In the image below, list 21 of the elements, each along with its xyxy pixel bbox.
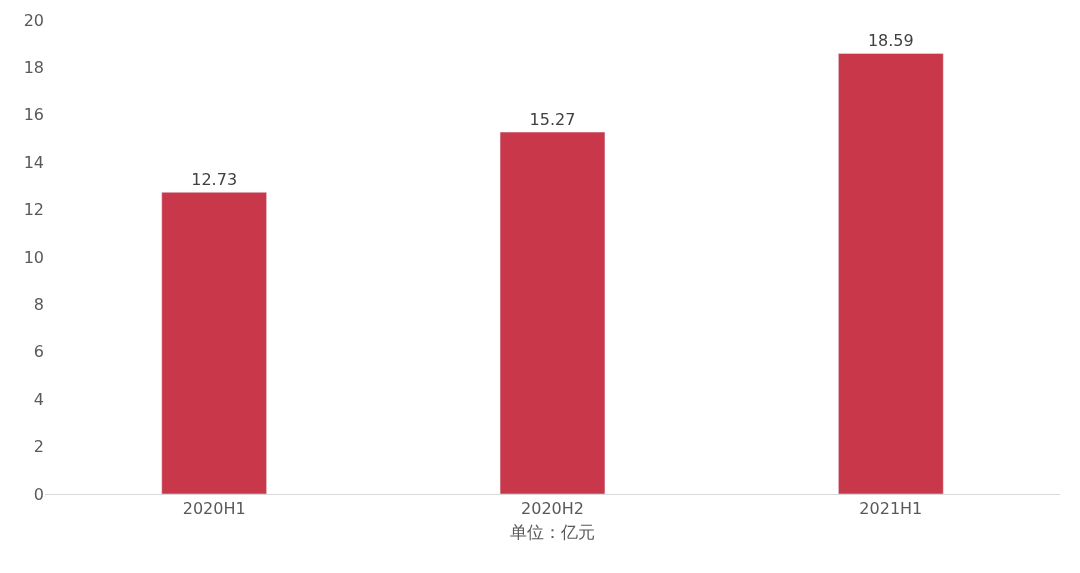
data-label: 12.73 bbox=[191, 170, 238, 190]
y-tick-label: 4 bbox=[33, 389, 44, 409]
y-tick-label: 6 bbox=[33, 342, 44, 362]
y-tick-label: 18 bbox=[23, 58, 44, 77]
data-label: 15.27 bbox=[529, 110, 576, 130]
y-tick-label: 0 bbox=[33, 484, 44, 504]
bar bbox=[838, 53, 944, 494]
y-tick-label: 2 bbox=[33, 437, 44, 457]
bar bbox=[499, 131, 606, 494]
y-tick-label: 8 bbox=[33, 295, 44, 314]
bar bbox=[161, 192, 267, 494]
x-tick-label: 2021H1 bbox=[859, 499, 923, 519]
x-tick-label: 2020H2 bbox=[521, 499, 584, 519]
y-tick-label: 12 bbox=[23, 200, 44, 220]
y-tick-label: 14 bbox=[23, 152, 44, 172]
data-label: 18.59 bbox=[867, 31, 914, 51]
y-tick-label: 16 bbox=[23, 105, 44, 125]
y-tick-label: 20 bbox=[23, 10, 44, 30]
y-tick-label: 10 bbox=[23, 247, 44, 267]
x-tick-label: 2020H1 bbox=[182, 499, 246, 519]
x-axis-title: 单位：亿元 bbox=[510, 521, 595, 542]
